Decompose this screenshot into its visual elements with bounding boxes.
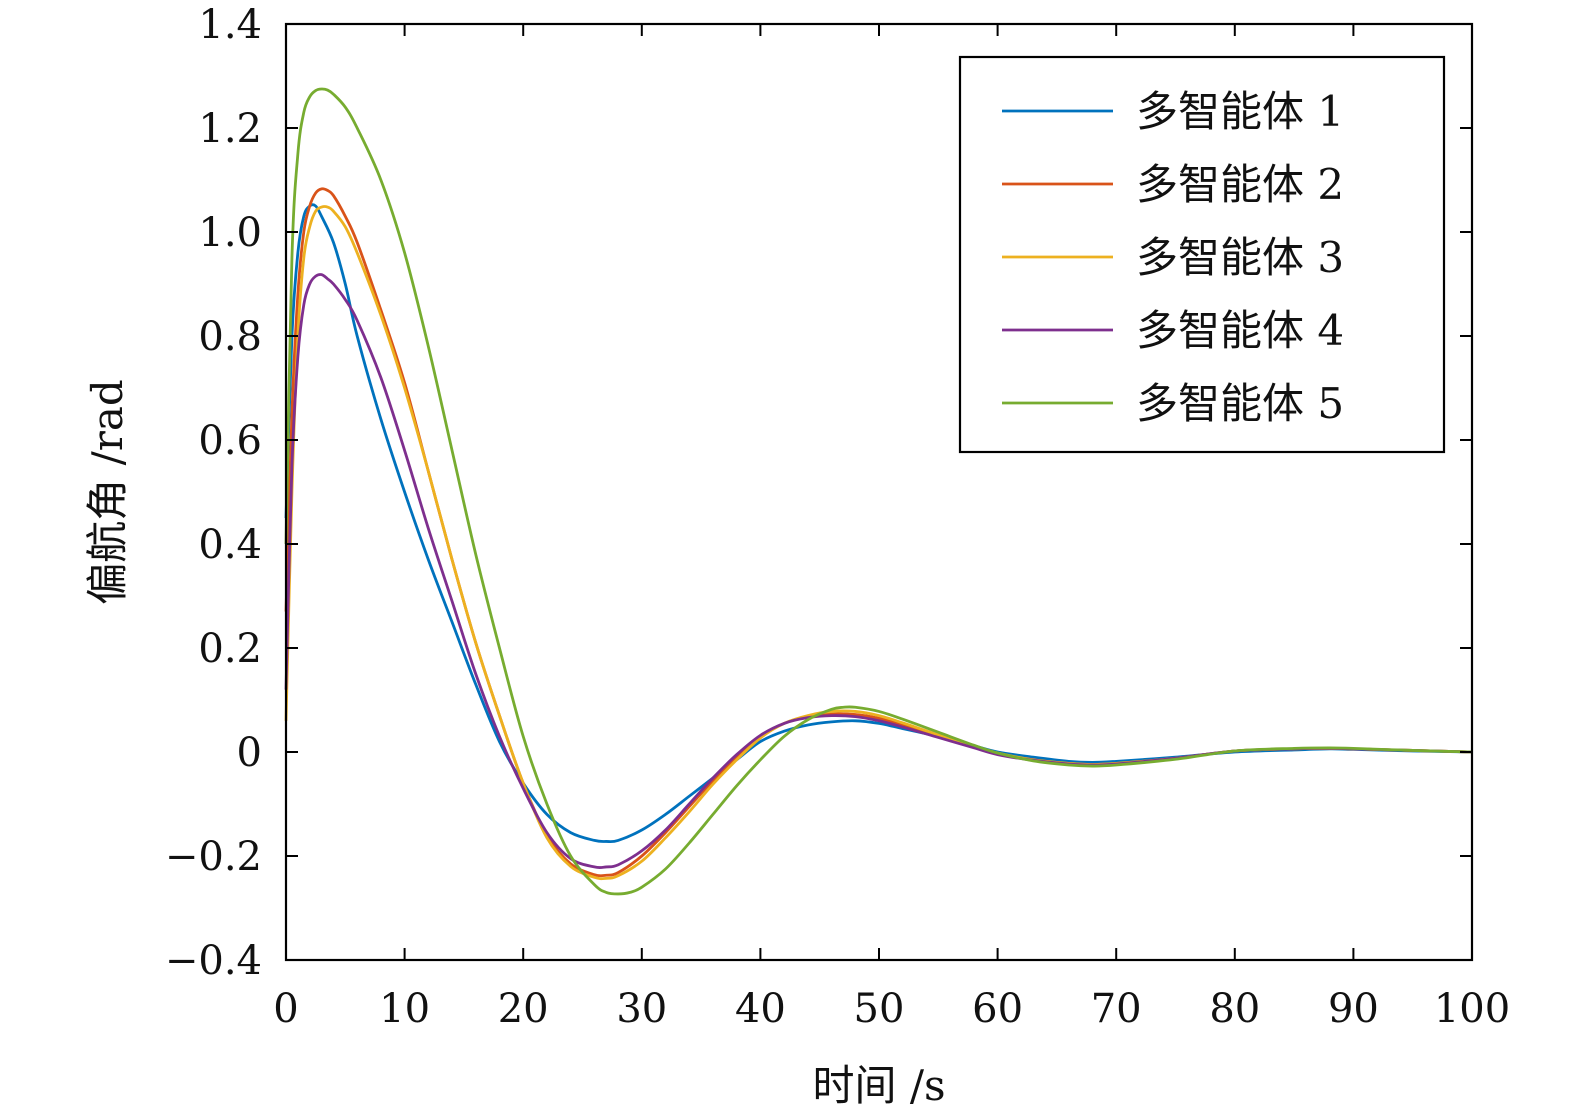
x-axis-title: 时间 /s: [812, 1061, 945, 1110]
legend-label-3: 多智能体 3: [1136, 233, 1344, 282]
x-tick-label: 80: [1209, 986, 1260, 1032]
legend: 多智能体 1 多智能体 2 多智能体 3 多智能体 4 多智能体 5: [958, 55, 1446, 454]
y-tick-label: 1.0: [198, 210, 262, 256]
x-tick-label: 20: [498, 986, 549, 1032]
legend-label-1: 多智能体 1: [1136, 87, 1344, 136]
y-tick-label: 0.4: [198, 522, 262, 568]
y-axis-title: 偏航角 /rad: [83, 379, 132, 605]
legend-label-5: 多智能体 5: [1136, 379, 1344, 428]
x-tick-label: 90: [1328, 986, 1379, 1032]
plot-frame: [284, 22, 1474, 962]
legend-box: [958, 55, 1446, 454]
series-line-1: [284, 203, 1473, 844]
y-tick-label: 1.2: [198, 106, 262, 152]
x-tick-label: 10: [379, 986, 430, 1032]
y-tick-label: 0: [237, 730, 262, 776]
series-layer: [284, 87, 1473, 896]
x-tick-label: 50: [854, 986, 905, 1032]
y-tick-label: 0.2: [198, 626, 262, 672]
series-line-5: [284, 87, 1473, 896]
legend-label-4: 多智能体 4: [1136, 306, 1344, 355]
x-tick-label: 0: [273, 986, 298, 1032]
x-tick-label: 40: [735, 986, 786, 1032]
y-tick-label: 0.6: [198, 418, 262, 464]
tick-layer: 0 10 20 30 40 50 60 70 80 90 100 −0.4 −0.2 0 0.2 0.4 0.6…: [165, 2, 1510, 1032]
x-tick-label: 100: [1434, 986, 1510, 1032]
y-tick-label: −0.4: [165, 938, 262, 984]
x-tick-label: 30: [616, 986, 667, 1032]
legend-label-2: 多智能体 2: [1136, 160, 1344, 209]
x-tick-label: 60: [972, 986, 1023, 1032]
x-tick-label: 70: [1091, 986, 1142, 1032]
y-tick-label: −0.2: [165, 834, 262, 880]
y-tick-label: 0.8: [198, 314, 262, 360]
y-tick-label: 1.4: [198, 2, 262, 48]
